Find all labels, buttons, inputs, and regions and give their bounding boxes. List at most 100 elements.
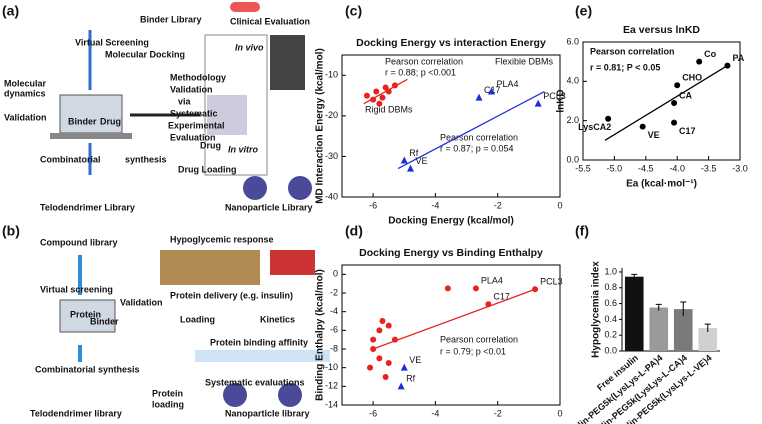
diagram-label: Systematic	[170, 108, 218, 118]
error-bar	[631, 273, 638, 280]
plot-frame	[582, 41, 741, 161]
diagram-label: Binder	[90, 316, 119, 326]
point	[724, 62, 731, 69]
point	[485, 301, 492, 308]
point	[674, 82, 681, 89]
point	[472, 285, 479, 292]
fit-line	[397, 90, 545, 170]
y-tick-label: 0.8	[604, 282, 617, 292]
point	[382, 84, 389, 91]
point	[376, 355, 383, 362]
point	[376, 327, 383, 334]
nanoparticle	[243, 176, 267, 200]
meter	[270, 250, 315, 275]
diagram-label: Protein	[70, 309, 101, 319]
diagram-label: Virtual Screening	[75, 37, 149, 47]
diagram-label: Validation	[170, 84, 213, 94]
diagram-label: Clinical Evaluation	[230, 16, 310, 26]
chart-title: Docking Energy vs Binding Enthalpy	[359, 247, 543, 259]
pill	[230, 2, 260, 12]
y-tick-label: -20	[325, 110, 338, 120]
diagrams	[50, 2, 330, 407]
point	[382, 374, 389, 380]
point	[363, 92, 370, 99]
x-tick-label: -4.5	[638, 163, 654, 173]
annotation: r = 0.81; P < 0.05	[590, 62, 660, 72]
point-label: PLA4	[496, 79, 518, 89]
diagram-label: Drug	[200, 140, 221, 150]
y-tick-label: 0	[333, 269, 338, 279]
point	[376, 100, 383, 107]
diagram-label: loading	[152, 399, 184, 409]
point	[532, 286, 539, 293]
plot-frame	[341, 54, 561, 198]
y-tick-label: 4.0	[566, 76, 579, 86]
point	[370, 346, 377, 352]
y-tick-label: 0.6	[604, 298, 617, 308]
laptop	[59, 94, 123, 134]
annotation: r = 0.88; p <0.001	[385, 67, 456, 77]
point	[370, 336, 377, 343]
point-label: VE	[409, 355, 421, 365]
y-axis-title: Hypoglycemia index	[591, 261, 602, 358]
error-bar	[680, 301, 687, 317]
diagram-label: Drug Loading	[178, 164, 237, 174]
y-tick-label: 6.0	[566, 36, 579, 46]
point	[407, 164, 415, 172]
mouse-drawing	[160, 250, 260, 285]
panel-label: (a)	[2, 3, 19, 19]
y-tick-label: -10	[325, 362, 338, 372]
diagram-label: Methodology	[170, 72, 226, 82]
nanoparticle	[288, 176, 312, 200]
diagram-label: Compound library	[40, 237, 118, 247]
annotation: r = 0.79; p <0.01	[440, 346, 506, 356]
y-tick-label: 0.0	[604, 345, 617, 355]
point	[397, 382, 405, 390]
y-tick-label: -40	[325, 191, 338, 201]
y-tick-label: -14	[325, 399, 338, 409]
diagram-label: Protein	[152, 388, 183, 398]
x-tick-label: -6	[369, 408, 377, 418]
diagram-label: Molecular Docking	[105, 49, 185, 59]
series-label: Flexible DBMs	[495, 56, 554, 66]
y-tick-label: -30	[325, 151, 338, 161]
diagram-label: Combinatorial	[40, 154, 101, 164]
point	[400, 363, 408, 371]
point	[367, 364, 374, 371]
diagram-label: Kinetics	[260, 314, 295, 324]
diagram-label: Molecular	[4, 78, 47, 88]
diagram-label: Telodendrimer library	[30, 408, 122, 418]
point-label: VE	[648, 130, 660, 140]
point	[487, 87, 495, 95]
point-label: Rf	[409, 148, 418, 158]
mouse-photo	[270, 35, 305, 90]
point-label: Co	[704, 49, 716, 59]
diagram-label: Protein delivery (e.g. insulin)	[170, 290, 293, 300]
point-label: Rf	[406, 374, 415, 384]
point	[379, 94, 386, 101]
y-tick-label: 0.4	[604, 314, 617, 324]
nanoparticle	[223, 383, 247, 407]
diagram-label: In vitro	[228, 144, 259, 154]
point	[639, 123, 646, 130]
chart-title: Ea versus lnKD	[623, 24, 700, 36]
point	[605, 115, 612, 122]
x-tick-label: -3.0	[732, 163, 748, 173]
panel-label: (d)	[345, 223, 363, 239]
x-tick-label: -4	[431, 408, 439, 418]
y-tick-label: -2	[330, 287, 338, 297]
x-tick-label: -5.0	[607, 163, 623, 173]
point	[391, 336, 398, 343]
diagram-label: Hypoglycemic response	[170, 234, 274, 244]
x-tick-label: 0	[557, 408, 562, 418]
cell-photo	[207, 95, 247, 135]
point-label: C17	[679, 126, 696, 136]
diagram-label: Loading	[180, 314, 215, 324]
point-label: C17	[493, 292, 510, 302]
bar	[649, 307, 669, 351]
panel-label: (f)	[575, 223, 589, 239]
point	[391, 82, 398, 89]
diagram-label: Telodendrimer Library	[40, 202, 135, 212]
series-label: Rigid DBMs	[365, 104, 413, 114]
